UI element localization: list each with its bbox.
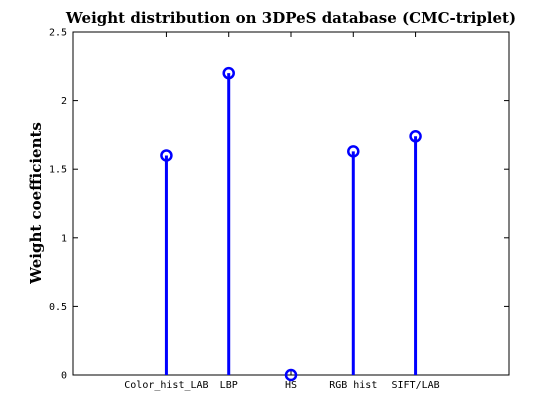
y-tick-label: 2.5 — [49, 28, 67, 39]
stem-marker — [347, 145, 360, 158]
chart-title: Weight distribution on 3DPeS database (C… — [65, 9, 516, 27]
plot-area-frame — [72, 31, 510, 376]
y-tick-label: 1.5 — [49, 165, 67, 176]
stem-marker — [222, 66, 235, 80]
x-tick-label: RGB hist — [329, 380, 377, 391]
y-tick-label: 1 — [61, 233, 67, 244]
y-tick-label: 0 — [61, 371, 67, 382]
x-tick-label: Color_hist_LAB — [124, 380, 208, 391]
stem-series — [160, 66, 422, 382]
y-axis-label: Weight coefficients — [27, 122, 45, 285]
x-tick-label: LBP — [220, 380, 238, 391]
y-tick-label: 0.5 — [49, 302, 67, 313]
x-tick-label: HS — [285, 380, 297, 391]
y-tick-label: 2 — [61, 96, 67, 107]
stem-marker — [160, 149, 173, 162]
stem-marker — [409, 130, 422, 143]
y-axis: 0 0.5 1 1.5 2 2.5 — [49, 28, 509, 382]
stem-marker — [284, 368, 298, 382]
x-tick-label: SIFT/LAB — [391, 380, 439, 391]
